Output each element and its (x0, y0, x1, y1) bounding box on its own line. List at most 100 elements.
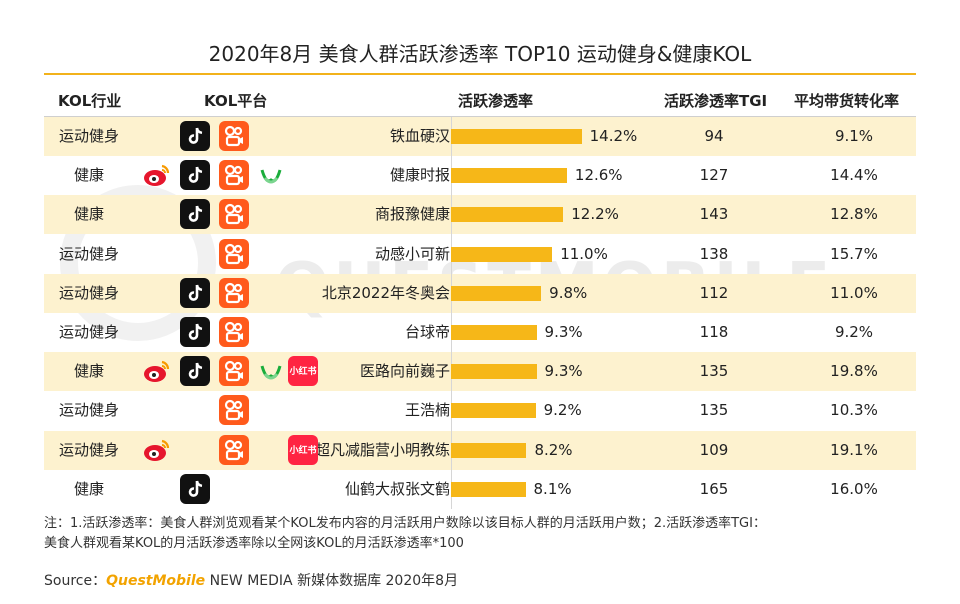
penetration-bar (451, 403, 536, 419)
conversion-cell: 19.8% (830, 362, 878, 381)
kuaishou-icon (219, 434, 249, 465)
douyin-icon (180, 356, 210, 387)
industry-cell: 运动健身 (58, 127, 119, 145)
kuaishou-icon (219, 317, 249, 347)
conversion-cell: 16.0% (830, 479, 878, 498)
header-platform: KOL平台 (204, 92, 268, 110)
industry-cell: 运动健身 (58, 440, 119, 459)
douyin-icon (180, 160, 210, 191)
tgi-cell: 143 (699, 205, 729, 224)
penetration-value-label: 9.8% (549, 283, 588, 302)
footnote-line-1: 注：1.活跃渗透率：美食人群浏览观看某个KOL发布内容的月活跃用户数除以该目标人… (44, 516, 766, 531)
conversion-cell: 12.8% (830, 205, 878, 224)
penetration-bar (451, 442, 527, 458)
industry-cell: 健康 (73, 205, 104, 224)
xiaohongshu-label: 小红书 (289, 367, 317, 378)
title-divider (44, 73, 916, 75)
kol-name-cell: 商报豫健康 (374, 205, 450, 224)
kuaishou-icon (219, 160, 249, 191)
kuaishou-icon (219, 356, 249, 387)
header-industry: KOL行业 (58, 92, 122, 110)
conversion-cell: 10.3% (830, 401, 878, 420)
tgi-cell: 135 (699, 401, 729, 420)
kuaishou-icon (219, 121, 249, 151)
industry-cell: 健康 (73, 479, 104, 498)
penetration-bar (451, 325, 537, 340)
penetration-bar (451, 207, 564, 223)
penetration-bar (451, 285, 542, 301)
penetration-bar (451, 246, 553, 262)
header-tgi: 活跃渗透率TGI (664, 92, 768, 110)
conversion-cell: 15.7% (830, 244, 878, 263)
tgi-cell: 127 (699, 166, 729, 185)
industry-cell: 健康 (73, 166, 104, 185)
kuaishou-icon (219, 199, 249, 230)
conversion-cell: 11.0% (830, 283, 878, 302)
industry-cell: 健康 (73, 362, 104, 381)
kol-name-cell: 台球帝 (404, 323, 450, 341)
wechat-channel-icon (256, 160, 286, 190)
penetration-value-label: 11.0% (560, 244, 608, 263)
penetration-bar (451, 168, 567, 184)
table-row: 运动健身 王浩楠 135 10.3% (44, 391, 916, 430)
weibo-icon (142, 435, 172, 465)
penetration-value-label: 9.2% (543, 401, 582, 420)
wechat-channel-icon (256, 356, 286, 386)
tgi-cell: 118 (699, 323, 729, 341)
table-row: 运动健身 动感小可新 138 15.7% (44, 235, 916, 274)
header-divider (44, 116, 916, 117)
footnote-line-2: 美食人群观看某KOL的月活跃渗透率除以全网该KOL的月活跃渗透率*100 (44, 536, 464, 551)
kuaishou-icon (219, 277, 249, 308)
douyin-icon (180, 121, 210, 151)
industry-cell: 运动健身 (58, 323, 119, 341)
table-row: 健康 仙鹤大叔张文鹤 165 16.0% (44, 470, 916, 509)
douyin-icon (180, 277, 210, 308)
xiaohongshu-icon: 小红书 (288, 434, 318, 465)
tgi-cell: 109 (699, 440, 729, 459)
conversion-cell: 9.1% (834, 127, 874, 145)
weibo-icon (142, 356, 172, 386)
penetration-value-label: 9.3% (544, 323, 583, 341)
xiaohongshu-label: 小红书 (289, 445, 317, 456)
douyin-icon (180, 473, 210, 504)
header-penetration: 活跃渗透率 (458, 92, 534, 110)
weibo-icon (142, 160, 172, 190)
conversion-cell: 14.4% (830, 166, 878, 185)
tgi-cell: 165 (699, 479, 729, 498)
tgi-cell: 135 (699, 362, 729, 381)
penetration-value-label: 9.3% (544, 362, 583, 381)
douyin-icon (180, 317, 210, 347)
kol-name-cell: 动感小可新 (374, 244, 450, 263)
bar-axis-line (451, 117, 452, 509)
kuaishou-icon (219, 395, 249, 426)
kuaishou-icon (219, 238, 249, 269)
kol-name-cell: 北京2022年冬奥会 (321, 283, 450, 302)
source-line: Source：QuestMobile NEW MEDIA 新媒体数据库 2020… (44, 570, 458, 590)
industry-cell: 运动健身 (58, 401, 119, 420)
douyin-icon (180, 199, 210, 230)
kol-name-cell: 医路向前巍子 (359, 362, 450, 381)
penetration-value-label: 12.2% (571, 205, 619, 224)
chart-title: 2020年8月 美食人群活跃渗透率 TOP10 运动健身&健康KOL (208, 42, 752, 66)
tgi-cell: 94 (704, 127, 724, 145)
source-brand: QuestMobile (106, 573, 206, 589)
penetration-bar (451, 481, 526, 497)
table-row: 运动健身 台球帝 118 9.2% (44, 313, 916, 352)
industry-cell: 运动健身 (58, 244, 119, 263)
kol-name-cell: 仙鹤大叔张文鹤 (344, 479, 450, 498)
footnote: 注：1.活跃渗透率：美食人群浏览观看某个KOL发布内容的月活跃用户数除以该目标人… (44, 514, 924, 554)
industry-cell: 运动健身 (58, 283, 119, 302)
table-row: 健康 健康时报 127 14.4% (44, 156, 916, 195)
header-conversion: 平均带货转化率 (794, 92, 900, 110)
kol-name-cell: 超凡减脂营小明教练 (314, 440, 450, 459)
kol-name-cell: 健康时报 (389, 166, 450, 185)
conversion-cell: 19.1% (830, 440, 878, 459)
tgi-cell: 112 (699, 283, 729, 302)
xiaohongshu-icon: 小红书 (288, 356, 318, 387)
source-prefix: Source： (44, 573, 107, 589)
kol-name-cell: 王浩楠 (404, 401, 450, 420)
penetration-value-label: 8.1% (533, 479, 572, 498)
penetration-value-label: 14.2% (589, 127, 638, 145)
penetration-value-label: 12.6% (574, 166, 623, 185)
penetration-value-label: 8.2% (534, 440, 573, 459)
